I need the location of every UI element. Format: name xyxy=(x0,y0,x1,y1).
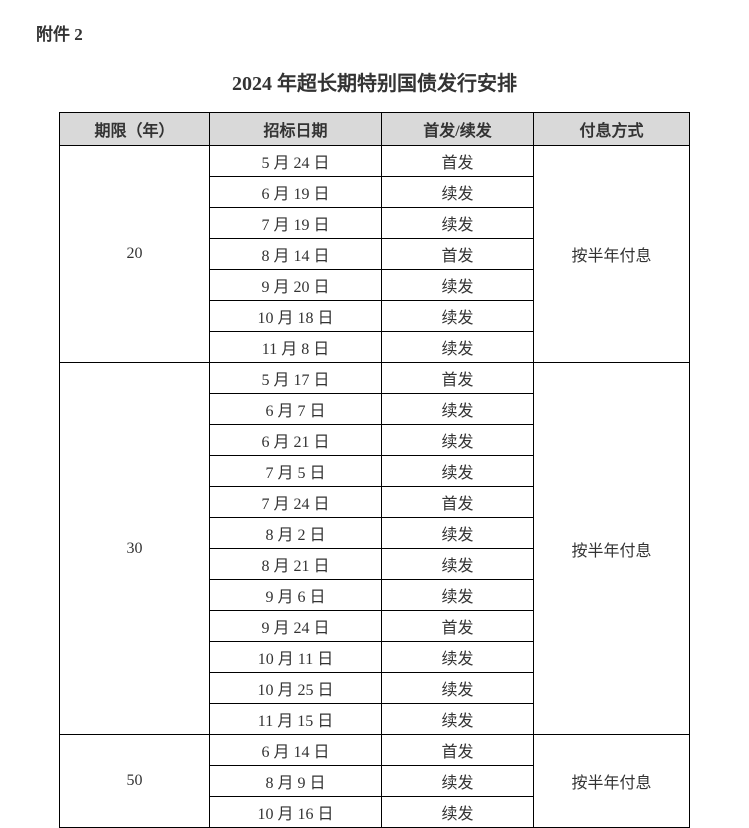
cell-type: 续发 xyxy=(382,642,534,673)
cell-type: 首发 xyxy=(382,146,534,177)
cell-date: 8 月 2 日 xyxy=(210,518,382,549)
cell-date: 5 月 17 日 xyxy=(210,363,382,394)
cell-date: 6 月 14 日 xyxy=(210,735,382,766)
cell-date: 10 月 18 日 xyxy=(210,301,382,332)
cell-date: 6 月 21 日 xyxy=(210,425,382,456)
cell-date: 11 月 15 日 xyxy=(210,704,382,735)
cell-type: 续发 xyxy=(382,673,534,704)
cell-type: 首发 xyxy=(382,611,534,642)
cell-date: 8 月 9 日 xyxy=(210,766,382,797)
cell-date: 8 月 14 日 xyxy=(210,239,382,270)
table-row: 506 月 14 日首发按半年付息 xyxy=(60,735,690,766)
cell-type: 续发 xyxy=(382,549,534,580)
header-term: 期限（年） xyxy=(60,113,210,146)
cell-date: 7 月 19 日 xyxy=(210,208,382,239)
cell-type: 续发 xyxy=(382,177,534,208)
cell-date: 7 月 24 日 xyxy=(210,487,382,518)
table-body: 205 月 24 日首发按半年付息6 月 19 日续发7 月 19 日续发8 月… xyxy=(60,146,690,828)
cell-payment: 按半年付息 xyxy=(534,146,690,363)
cell-type: 续发 xyxy=(382,270,534,301)
cell-type: 续发 xyxy=(382,704,534,735)
cell-term: 30 xyxy=(60,363,210,735)
cell-type: 续发 xyxy=(382,394,534,425)
cell-type: 续发 xyxy=(382,301,534,332)
table-row: 205 月 24 日首发按半年付息 xyxy=(60,146,690,177)
cell-type: 首发 xyxy=(382,363,534,394)
page-title: 2024 年超长期特别国债发行安排 xyxy=(28,67,721,96)
cell-date: 10 月 11 日 xyxy=(210,642,382,673)
table-row: 305 月 17 日首发按半年付息 xyxy=(60,363,690,394)
cell-type: 续发 xyxy=(382,208,534,239)
cell-date: 8 月 21 日 xyxy=(210,549,382,580)
cell-type: 首发 xyxy=(382,735,534,766)
cell-date: 11 月 8 日 xyxy=(210,332,382,363)
attachment-label: 附件 2 xyxy=(36,20,721,45)
cell-date: 6 月 19 日 xyxy=(210,177,382,208)
cell-type: 续发 xyxy=(382,332,534,363)
cell-date: 6 月 7 日 xyxy=(210,394,382,425)
cell-date: 9 月 6 日 xyxy=(210,580,382,611)
cell-date: 9 月 20 日 xyxy=(210,270,382,301)
cell-type: 续发 xyxy=(382,518,534,549)
header-type: 首发/续发 xyxy=(382,113,534,146)
cell-date: 10 月 25 日 xyxy=(210,673,382,704)
cell-date: 7 月 5 日 xyxy=(210,456,382,487)
header-date: 招标日期 xyxy=(210,113,382,146)
bond-schedule-table: 期限（年） 招标日期 首发/续发 付息方式 205 月 24 日首发按半年付息6… xyxy=(59,112,690,828)
cell-payment: 按半年付息 xyxy=(534,735,690,828)
cell-type: 首发 xyxy=(382,239,534,270)
cell-type: 续发 xyxy=(382,797,534,828)
cell-date: 10 月 16 日 xyxy=(210,797,382,828)
cell-payment: 按半年付息 xyxy=(534,363,690,735)
table-header-row: 期限（年） 招标日期 首发/续发 付息方式 xyxy=(60,113,690,146)
cell-type: 首发 xyxy=(382,487,534,518)
cell-term: 20 xyxy=(60,146,210,363)
header-payment: 付息方式 xyxy=(534,113,690,146)
cell-type: 续发 xyxy=(382,766,534,797)
cell-date: 9 月 24 日 xyxy=(210,611,382,642)
cell-type: 续发 xyxy=(382,580,534,611)
cell-type: 续发 xyxy=(382,456,534,487)
cell-type: 续发 xyxy=(382,425,534,456)
cell-date: 5 月 24 日 xyxy=(210,146,382,177)
cell-term: 50 xyxy=(60,735,210,828)
